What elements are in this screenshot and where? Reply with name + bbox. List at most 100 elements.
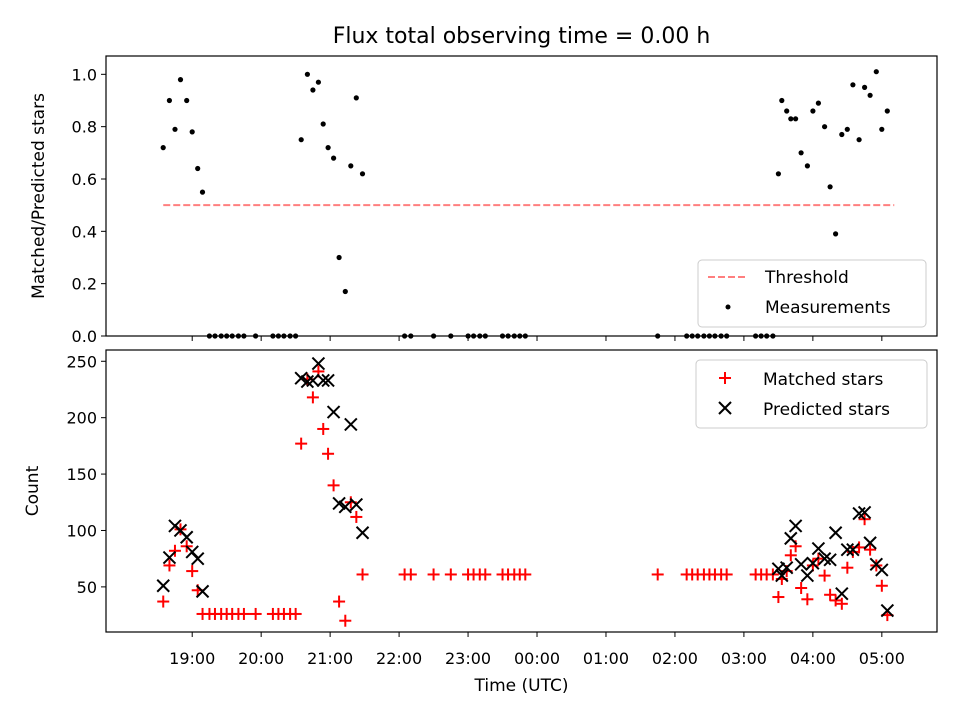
measurement-point xyxy=(827,184,833,190)
predicted-star-point xyxy=(880,603,895,618)
top-y-tick-label: 1.0 xyxy=(72,65,97,84)
measurement-point xyxy=(195,165,201,172)
measurement-point xyxy=(320,121,326,127)
measurement-point xyxy=(304,71,310,77)
measurement-point xyxy=(815,100,822,106)
predicted-star-point xyxy=(846,542,860,557)
measurement-point xyxy=(166,97,172,104)
measurements-legend-swatch xyxy=(725,304,731,310)
top-legend-box xyxy=(697,259,927,328)
matched-star-point xyxy=(157,595,170,608)
matched-star-point xyxy=(824,588,837,601)
matched-star-point xyxy=(317,422,330,435)
matched-star-point xyxy=(875,579,888,592)
predicted-stars-legend-label: Predicted stars xyxy=(763,400,890,420)
measurement-point xyxy=(804,163,811,169)
matched-star-point xyxy=(339,614,352,627)
measurement-point xyxy=(342,288,348,295)
measurement-point xyxy=(856,137,862,143)
bottom-y-tick-label: 200 xyxy=(66,409,97,428)
measurement-point xyxy=(315,79,321,85)
measurements-legend-label: Measurements xyxy=(765,298,891,318)
bottom-y-tick-label: 100 xyxy=(66,521,97,540)
matched-star-point xyxy=(795,582,808,595)
top-x-axis-ticks xyxy=(191,336,883,341)
measurement-point xyxy=(310,87,316,93)
predicted-star-point xyxy=(179,530,194,544)
measurement-point xyxy=(822,124,828,130)
matched-star-point xyxy=(249,607,262,620)
predicted-star-point xyxy=(784,531,798,546)
predicted-star-point xyxy=(840,542,855,557)
matched-star-point xyxy=(864,543,877,556)
predicted-star-point xyxy=(311,356,326,371)
measurement-point xyxy=(348,163,354,169)
measurement-point xyxy=(850,82,856,88)
bottom-points-layer xyxy=(156,356,895,627)
matched-star-point xyxy=(356,568,369,581)
matched-star-point xyxy=(479,568,492,581)
predicted-star-point xyxy=(835,586,849,601)
measurement-point xyxy=(775,171,782,177)
matched-star-point xyxy=(651,568,664,581)
predicted-star-point xyxy=(823,553,837,567)
matched-star-point xyxy=(168,544,181,557)
measurement-point xyxy=(810,108,816,114)
predicted-star-point xyxy=(191,551,205,566)
top-y-tick-label: 0.0 xyxy=(72,327,97,346)
matched-star-point xyxy=(322,447,335,460)
matched-star-point xyxy=(801,593,814,606)
predicted-star-point xyxy=(779,560,794,575)
predicted-star-point xyxy=(326,405,341,419)
predicted-star-point xyxy=(156,579,170,593)
matched-star-point xyxy=(829,594,842,607)
bottom-x-tick-label: 05:00 xyxy=(859,649,905,668)
predicted-star-point xyxy=(811,541,826,556)
predicted-star-point xyxy=(349,497,364,512)
predicted-star-point xyxy=(775,568,789,583)
bottom-x-tick-label: 03:00 xyxy=(721,649,767,668)
predicted-star-point xyxy=(806,556,820,570)
predicted-stars-legend-swatch xyxy=(718,401,732,415)
measurement-point xyxy=(798,150,804,156)
top-chart-title: Flux total observing time = 0.00 h xyxy=(333,24,711,49)
matched-star-point xyxy=(818,569,831,582)
matched-stars-legend-swatch xyxy=(719,372,731,384)
predicted-star-point xyxy=(162,550,177,565)
matched-star-point xyxy=(404,568,417,581)
matched-star-point xyxy=(519,568,532,581)
measurement-point xyxy=(359,171,366,177)
bottom-y-tick-label: 150 xyxy=(66,465,97,484)
bottom-x-tick-label: 04:00 xyxy=(790,649,836,668)
bottom-x-tick-label: 00:00 xyxy=(514,649,560,668)
matched-star-point xyxy=(835,597,848,610)
bottom-legend: Matched stars Predicted stars xyxy=(695,359,928,429)
bottom-x-tick-label: 01:00 xyxy=(583,649,629,668)
measurement-point xyxy=(779,97,785,104)
bottom-y-axis: 50 100 150 200 250 xyxy=(66,352,106,597)
matched-star-point xyxy=(237,607,250,620)
measurement-point xyxy=(172,126,178,132)
predicted-star-point xyxy=(344,417,358,432)
predicted-star-point xyxy=(828,526,843,540)
measurement-point xyxy=(784,108,790,114)
measurement-point xyxy=(336,254,342,261)
predicted-star-point xyxy=(321,373,335,388)
predicted-star-point xyxy=(338,500,353,514)
measurement-point xyxy=(873,69,879,75)
predicted-star-point xyxy=(355,526,370,540)
matched-star-point xyxy=(327,479,340,492)
predicted-star-point xyxy=(316,373,330,388)
matched-stars-legend-label: Matched stars xyxy=(763,370,883,390)
predicted-star-point xyxy=(294,371,308,385)
matched-star-point xyxy=(772,591,785,604)
matched-star-point xyxy=(784,549,797,562)
top-y-tick-label: 0.6 xyxy=(72,170,97,189)
matched-star-point xyxy=(841,561,854,574)
matched-star-point xyxy=(306,391,319,404)
measurement-point xyxy=(177,77,184,83)
top-y-axis-label: Matched/Predicted stars xyxy=(29,93,49,299)
bottom-x-tick-label: 23:00 xyxy=(445,649,491,668)
measurement-point xyxy=(833,231,839,237)
measurement-point xyxy=(793,116,799,122)
